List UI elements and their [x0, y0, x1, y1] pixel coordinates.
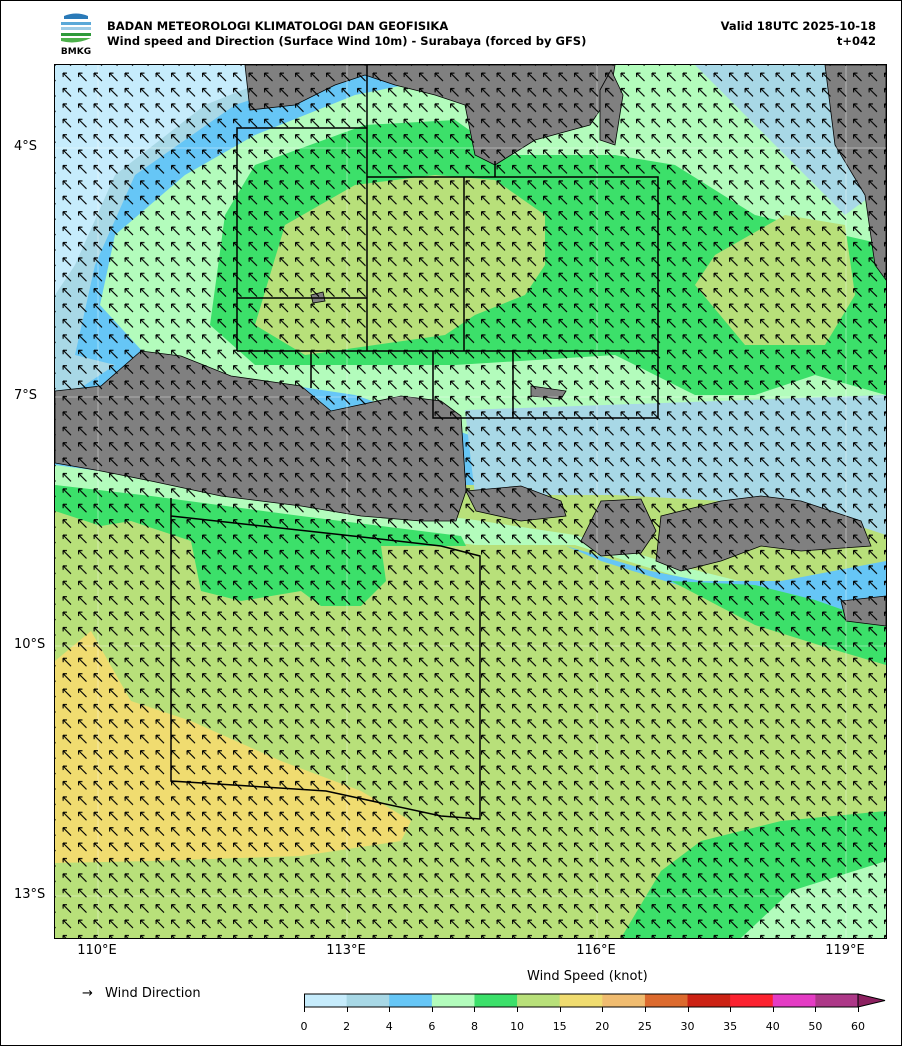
colorbar-tick-label: 20 — [595, 1020, 610, 1033]
colorbar-tick-label: 35 — [723, 1020, 738, 1033]
colorbar-tick — [389, 1007, 391, 1012]
colorbar — [304, 993, 886, 1008]
colorbar-tick — [474, 1007, 476, 1012]
colorbar-tick-label: 10 — [510, 1020, 525, 1033]
colorbar-tick-label: 2 — [343, 1020, 351, 1033]
colorbar-tick-label: 25 — [637, 1020, 652, 1033]
colorbar-tick-label: 30 — [680, 1020, 695, 1033]
colorbar-title: Wind Speed (knot) — [527, 969, 648, 984]
chart-title: BADAN METEOROLOGI KLIMATOLOGI DAN GEOFIS… — [107, 19, 586, 49]
colorbar-tick-label: 40 — [765, 1020, 780, 1033]
colorbar-tick-label: 6 — [428, 1020, 436, 1033]
colorbar-tick-label: 0 — [300, 1020, 308, 1033]
colorbar-tick — [858, 1007, 859, 1012]
colorbar-tick — [304, 1007, 305, 1012]
colorbar-extend-arrow — [857, 993, 886, 1008]
colorbar-swatch — [644, 994, 689, 1007]
colorbar-tick — [687, 1007, 689, 1012]
colorbar-swatch — [602, 994, 646, 1007]
valid-time: Valid 18UTC 2025-10-18 t+042 — [721, 19, 876, 49]
colorbar-swatch — [730, 994, 774, 1007]
logo-text: BMKG — [61, 47, 91, 56]
colorbar-tick — [559, 1007, 561, 1012]
agency-name: BADAN METEOROLOGI KLIMATOLOGI DAN GEOFIS… — [107, 19, 449, 33]
forecast-area-boundaries — [170, 65, 659, 820]
lon-tick-119e: 119°E — [825, 943, 865, 958]
colorbar-swatch — [304, 994, 348, 1007]
lon-tick-113e: 113°E — [326, 943, 366, 958]
colorbar-swatch — [517, 994, 561, 1007]
colorbar-tick-label: 60 — [851, 1020, 865, 1033]
colorbar-tick — [517, 1007, 519, 1012]
colorbar-tick — [431, 1007, 433, 1012]
colorbar-tick — [730, 1007, 732, 1012]
lat-tick-4s: 4°S — [14, 139, 38, 154]
lat-tick-7s: 7°S — [14, 388, 38, 403]
lead-time-label: t+042 — [836, 34, 876, 48]
colorbar-swatch — [389, 994, 433, 1007]
lon-tick-110e: 110°E — [77, 943, 117, 958]
colorbar-tick — [815, 1007, 817, 1012]
colorbar-tick — [772, 1007, 774, 1012]
colorbar-tick-label: 8 — [470, 1020, 478, 1033]
colorbar-tick-label: 4 — [385, 1020, 393, 1033]
lon-tick-116e: 116°E — [576, 943, 616, 958]
lat-tick-10s: 10°S — [14, 637, 46, 652]
colorbar-tick — [602, 1007, 604, 1012]
wind-map — [54, 64, 887, 939]
wind-arrows — [55, 65, 886, 938]
colorbar-swatch — [815, 994, 859, 1007]
arrow-right-icon: → — [82, 986, 93, 1001]
colorbar-tick — [346, 1007, 348, 1012]
colorbar-swatch — [772, 994, 816, 1007]
colorbar-swatch — [687, 994, 731, 1007]
colorbar-tick-label: 50 — [808, 1020, 823, 1033]
colorbar-swatch — [346, 994, 390, 1007]
colorbar-tick-label: 15 — [552, 1020, 567, 1033]
colorbar-swatch — [559, 994, 603, 1007]
colorbar-border — [304, 993, 859, 1008]
colorbar-swatch — [474, 994, 518, 1007]
wind-direction-label: Wind Direction — [105, 986, 201, 1001]
bmkg-logo: BMKG — [61, 13, 91, 56]
colorbar-tick — [644, 1007, 646, 1012]
lat-tick-13s: 13°S — [14, 887, 46, 902]
colorbar-swatch — [431, 994, 475, 1007]
wind-direction-legend: → Wind Direction — [82, 986, 201, 1001]
valid-time-label: Valid 18UTC 2025-10-18 — [720, 19, 876, 33]
product-subtitle: Wind speed and Direction (Surface Wind 1… — [107, 34, 587, 48]
